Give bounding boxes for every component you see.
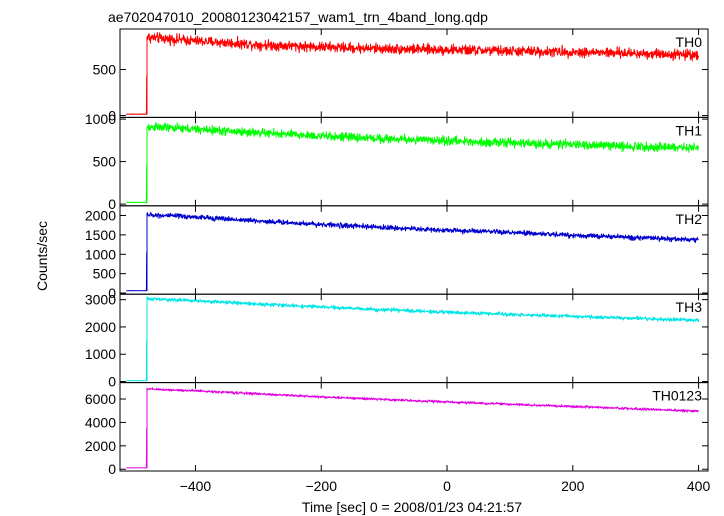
y-tick-label: 500 bbox=[93, 266, 117, 282]
series-label-th1: TH1 bbox=[676, 122, 703, 138]
x-axis: −400 −200 0 200 400 bbox=[180, 478, 711, 494]
series-line-th0123 bbox=[126, 387, 700, 469]
panel-th0: 0 500 TH0 bbox=[93, 28, 709, 124]
y-tick-label: 0 bbox=[108, 285, 116, 301]
y-tick-label: 0 bbox=[108, 461, 116, 477]
series-label-th0: TH0 bbox=[676, 34, 703, 50]
panel-th3: 0 1000 2000 3000 TH3 bbox=[85, 292, 709, 390]
y-tick-label: 0 bbox=[108, 374, 116, 390]
y-tick-label: 1500 bbox=[85, 227, 116, 243]
y-tick-label: 0 bbox=[108, 108, 116, 124]
panel-frame bbox=[119, 293, 709, 384]
y-tick-label: 0 bbox=[108, 196, 116, 212]
panel-th1: 0 500 1000 TH1 bbox=[85, 111, 709, 212]
y-tick-label: 500 bbox=[93, 154, 117, 170]
series-line-th1 bbox=[125, 122, 700, 204]
y-tick-label: 4000 bbox=[85, 414, 116, 430]
series-line-th3 bbox=[126, 296, 700, 382]
y-tick-label: 500 bbox=[93, 62, 117, 78]
y-tick-label: 2000 bbox=[85, 319, 116, 335]
y-tick-label: 6000 bbox=[85, 391, 116, 407]
y-tick-label: 1000 bbox=[85, 346, 116, 362]
series-label-th0123: TH0123 bbox=[652, 388, 702, 404]
x-tick-label: 200 bbox=[561, 478, 585, 494]
y-tick-label: 1000 bbox=[85, 246, 116, 262]
x-tick-label: 400 bbox=[687, 478, 711, 494]
y-tick-label: 1000 bbox=[85, 111, 116, 127]
series-label-th2: TH2 bbox=[676, 211, 703, 227]
panel-th0123: 0 2000 4000 6000 TH0123 bbox=[85, 382, 709, 477]
series-line-th0 bbox=[126, 32, 700, 115]
y-tick-label: 2000 bbox=[85, 438, 116, 454]
series-label-th3: TH3 bbox=[676, 299, 703, 315]
x-tick-label: −200 bbox=[305, 478, 337, 494]
chart-title: ae702047010_20080123042157_wam1_trn_4ban… bbox=[108, 9, 488, 25]
y-axis-label: Counts/sec bbox=[34, 221, 50, 291]
panel-frame bbox=[119, 382, 709, 472]
x-tick-label: −400 bbox=[180, 478, 212, 494]
y-tick-label: 2000 bbox=[85, 207, 116, 223]
panel-th2: 0 500 1000 1500 2000 TH2 bbox=[85, 205, 709, 301]
x-axis-label: Time [sec] 0 = 2008/01/23 04:21:57 bbox=[302, 499, 522, 515]
series-line-th2 bbox=[126, 211, 699, 292]
x-tick-label: 0 bbox=[443, 478, 451, 494]
y-tick-label: 3000 bbox=[85, 292, 116, 308]
